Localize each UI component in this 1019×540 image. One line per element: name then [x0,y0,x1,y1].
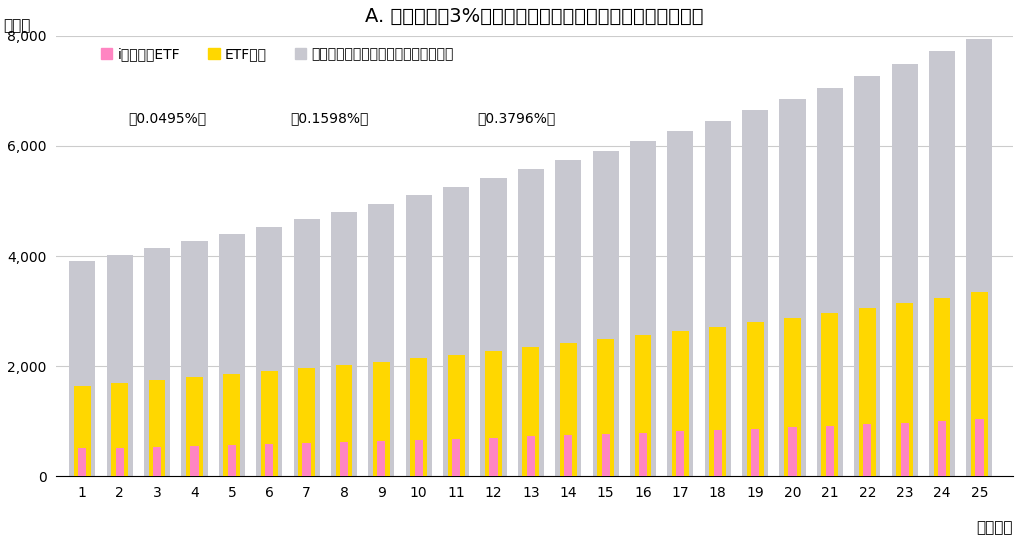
Bar [303,443,311,476]
Bar [410,358,427,476]
Bar [261,372,277,476]
Bar [858,308,875,476]
Bar [144,248,170,476]
Bar [368,204,394,476]
Bar [704,120,731,476]
Bar [784,318,800,476]
Bar [896,303,912,476]
Bar [518,170,543,476]
Title: A. リターンを3%と仮定した場合の単年の信託報酬額の推移: A. リターンを3%と仮定した場合の単年の信託報酬額の推移 [365,7,703,26]
Bar [788,427,796,476]
Bar [564,435,572,476]
Bar [373,362,389,476]
Text: （0.0495%）: （0.0495%） [127,111,206,125]
Bar [256,227,282,476]
Bar [559,343,576,476]
Bar [825,426,834,476]
Bar [634,335,651,476]
Bar [592,151,619,476]
Bar [191,446,199,476]
Bar [111,383,128,476]
Bar [406,195,431,476]
Text: （円）: （円） [3,18,31,33]
Bar [73,386,91,476]
Bar [746,322,763,476]
Bar [820,313,838,476]
Bar [816,87,842,476]
Bar [965,39,991,476]
Bar [630,141,655,476]
Bar [78,448,87,476]
Bar [442,187,469,476]
Bar [862,424,870,476]
Bar [69,261,96,476]
Bar [666,131,693,476]
Bar [522,347,539,476]
Bar [223,374,240,476]
Bar [750,429,758,476]
Text: （0.1598%）: （0.1598%） [290,111,369,125]
Bar [928,51,954,476]
Bar [853,76,879,476]
Bar [970,292,986,476]
Bar [676,431,684,476]
Text: （年目）: （年目） [975,521,1012,536]
Text: （0.3796%）: （0.3796%） [477,111,555,125]
Bar [377,441,385,476]
Bar [974,420,982,476]
Bar [526,436,534,476]
Bar [489,437,497,476]
Bar [485,351,501,476]
Bar [153,447,161,476]
Bar [181,241,207,476]
Bar [672,331,688,476]
Bar [554,160,581,476]
Bar [339,442,347,476]
Bar [293,219,319,476]
Bar [149,380,165,476]
Bar [779,99,805,476]
Bar [932,298,950,476]
Bar [115,448,123,476]
Bar [107,255,132,476]
Bar [708,327,726,476]
Bar [185,377,203,476]
Bar [414,440,423,476]
Bar [742,110,767,476]
Bar [480,178,506,476]
Bar [900,423,908,476]
Bar [891,64,917,476]
Bar [265,444,273,476]
Bar [597,339,613,476]
Bar [335,365,352,476]
Bar [638,433,646,476]
Bar [218,234,245,476]
Bar [298,368,315,476]
Bar [330,212,357,476]
Bar [713,430,721,476]
Bar [451,438,460,476]
Bar [601,434,609,476]
Legend: iシェアーETF, ETF平均, インデックス型投賄信託（業界平均）: iシェアーETF, ETF平均, インデックス型投賄信託（業界平均） [101,47,453,61]
Bar [227,445,235,476]
Bar [937,421,946,476]
Bar [447,355,464,476]
